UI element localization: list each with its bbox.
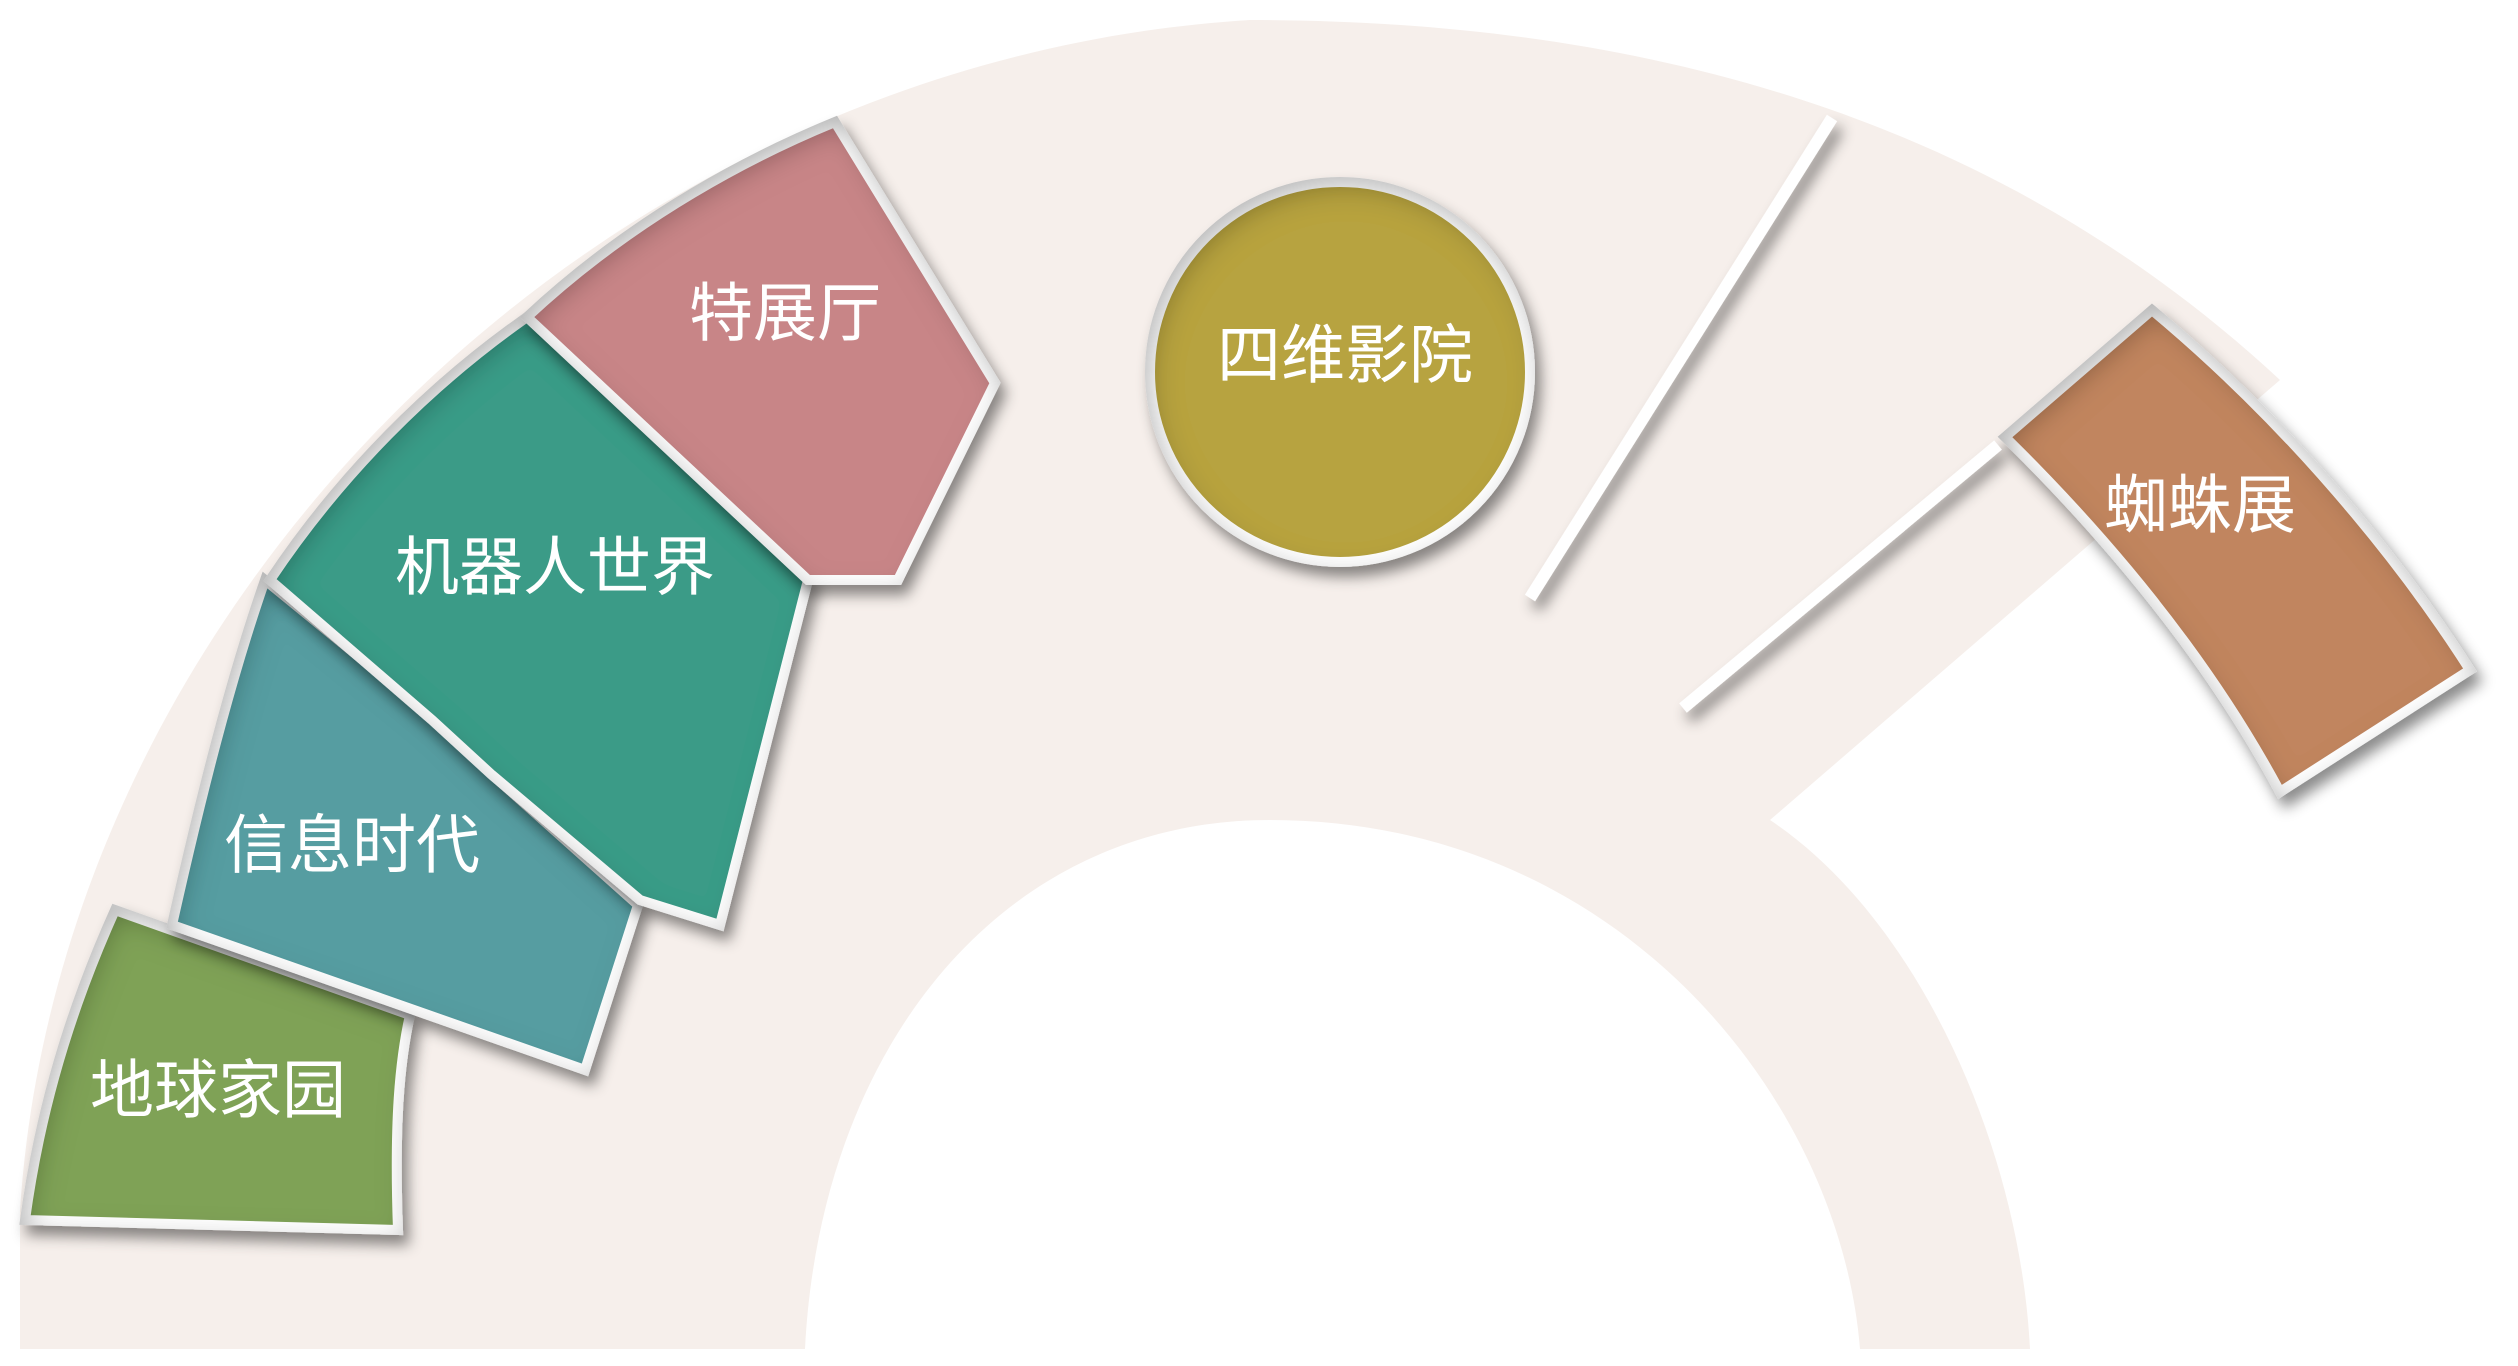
exhibit-zone-special-hall	[519, 115, 1001, 585]
exhibit-label-robot-world: 机器人世界	[395, 532, 715, 606]
exhibit-spider-show[interactable]	[1997, 303, 2477, 800]
exhibit-zone-info-age	[166, 571, 644, 1077]
exhibit-zone-earth-home	[19, 903, 416, 1236]
exhibit-label-info-age: 信息时代	[224, 810, 480, 884]
exhibit-zone-4d-cinema	[1145, 177, 1535, 567]
exhibit-earth-home[interactable]	[19, 903, 416, 1236]
partition-walls	[1524, 114, 2002, 713]
exhibit-zone-robot-world	[263, 310, 814, 932]
exhibit-label-earth-home: 地球家园	[90, 1055, 346, 1129]
exhibit-special-hall[interactable]	[519, 115, 1001, 585]
exhibit-label-spider-show: 蜘蛛展	[2104, 470, 2296, 544]
exhibit-label-special-hall: 特展厅	[689, 278, 881, 352]
exhibit-4d-cinema[interactable]	[1145, 177, 1535, 567]
partition-wall-1	[1524, 114, 1838, 602]
exhibit-zone-spider-show	[1997, 303, 2477, 800]
exhibit-label-4d-cinema: 四维影院	[1217, 320, 1473, 394]
exhibit-robot-world[interactable]	[263, 310, 814, 932]
exhibit-info-age[interactable]	[166, 571, 644, 1077]
partition-wall-2	[1679, 440, 2002, 713]
